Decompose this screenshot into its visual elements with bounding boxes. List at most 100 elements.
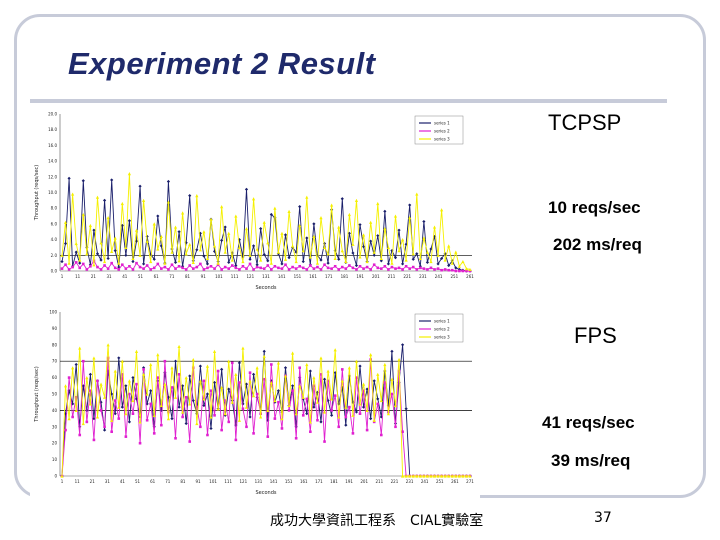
chart2-point <box>149 402 152 406</box>
chart2-point <box>372 418 376 422</box>
chart1-point <box>92 263 96 267</box>
chart1-x-tick-label: 81 <box>185 274 191 279</box>
chart2-point <box>347 366 351 370</box>
chart2-point <box>60 474 64 478</box>
chart1-point <box>397 228 401 232</box>
chart2-point <box>152 413 156 417</box>
chart2-point <box>160 423 163 427</box>
chart1-point <box>167 268 170 271</box>
chart2-point <box>227 359 231 363</box>
chart2-y-tick-label: 60 <box>52 375 58 380</box>
chart1-series-line-3 <box>61 173 471 270</box>
chart2-point <box>408 474 412 478</box>
chart1-point <box>319 268 323 271</box>
chart2-point <box>149 389 153 393</box>
chart1-point <box>447 244 451 248</box>
chart2-point <box>184 421 188 426</box>
chart1-x-tick-label: 151 <box>294 274 302 279</box>
chart2-point <box>283 374 288 378</box>
chart2-point <box>337 425 341 429</box>
chart2-point <box>365 428 369 432</box>
chart2-point <box>120 359 124 363</box>
chart1-x-tick-label: 201 <box>372 274 380 279</box>
chart1-point <box>81 212 85 217</box>
chart1-point <box>205 262 210 266</box>
chart1-point <box>102 259 107 264</box>
chart1-x-tick-label: 121 <box>246 274 254 279</box>
chart2-point <box>277 400 280 404</box>
chart1-x-tick-label: 241 <box>435 274 443 279</box>
chart2-point <box>280 427 284 430</box>
chart1-point <box>74 250 78 254</box>
chart1-point <box>188 194 192 198</box>
chart2-y-tick-label: 0 <box>54 474 57 479</box>
fps-label: FPS <box>574 323 617 348</box>
chart1-point <box>96 265 99 269</box>
chart2-point <box>110 430 113 434</box>
chart2-point <box>67 376 71 379</box>
chart2-point <box>142 368 145 371</box>
chart2-point <box>209 415 213 419</box>
chart1-point <box>386 262 390 266</box>
chart1-point <box>78 258 82 262</box>
chart1-point <box>404 242 408 246</box>
chart1-point <box>344 259 348 264</box>
chart2-point <box>99 409 103 412</box>
chart2-point <box>206 433 209 437</box>
chart1-x-tick-label: 21 <box>91 274 97 279</box>
chart2-point <box>454 474 458 478</box>
tcpsp-chart: 0.0 2.0 4.0 6.0 8.0 10.0 12.0 14.0 16.0 18.0 20.0 1… <box>30 108 480 293</box>
chart1-point <box>390 248 394 253</box>
chart1-x-tick-label: 91 <box>201 274 207 279</box>
chart2-x-tick-label: 221 <box>391 479 399 484</box>
chart1-point <box>237 245 241 250</box>
chart1-point <box>255 247 259 251</box>
chart1-point <box>393 256 398 260</box>
chart1-point <box>308 255 312 259</box>
chart1-x-tick-label: 191 <box>356 274 364 279</box>
chart1-point <box>340 248 344 253</box>
chart2-point <box>340 368 344 371</box>
chart2-point <box>205 364 210 368</box>
chart2-point <box>173 395 178 399</box>
chart2-point <box>361 382 366 386</box>
chart2-point <box>170 386 174 389</box>
chart1-point <box>149 268 152 271</box>
chart1-point <box>262 220 266 224</box>
chart1-point <box>393 214 398 218</box>
chart2-x-tick-label: 231 <box>406 479 414 484</box>
fps-chart: 0 10 20 30 40 50 60 70 80 90 100 1 11 21 31 41 51 61 71 81 9… <box>30 306 480 498</box>
chart2-point <box>213 414 216 417</box>
chart1-point <box>64 263 67 267</box>
chart1-point <box>173 225 178 229</box>
chart1-point <box>78 266 82 270</box>
chart2-point <box>220 367 224 371</box>
chart1-point <box>390 265 394 269</box>
chart1-point <box>298 223 302 228</box>
chart1-point <box>113 266 117 270</box>
chart1-point <box>351 266 355 270</box>
chart1-point <box>330 267 333 270</box>
chart1-point <box>270 268 273 271</box>
chart2-point <box>117 405 121 409</box>
chart2-point <box>337 415 341 419</box>
chart1-point <box>184 268 188 271</box>
chart1-point <box>294 259 298 264</box>
chart1-point <box>322 245 327 250</box>
chart1-point <box>195 248 199 252</box>
chart2-point <box>312 384 316 388</box>
chart1-point <box>326 252 330 256</box>
chart2-point <box>394 425 397 429</box>
chart2-point <box>372 379 376 383</box>
chart1-point <box>63 241 68 246</box>
chart1-point <box>447 268 451 272</box>
chart2-x-tick-label: 181 <box>330 479 338 484</box>
chart1-point <box>174 267 177 270</box>
chart2-point <box>319 420 323 424</box>
chart1-point <box>198 248 202 252</box>
chart1-point <box>135 261 138 265</box>
chart1-point <box>127 219 132 223</box>
chart2-point <box>362 389 365 393</box>
chart1-point <box>259 266 262 270</box>
chart1-point <box>127 172 132 176</box>
